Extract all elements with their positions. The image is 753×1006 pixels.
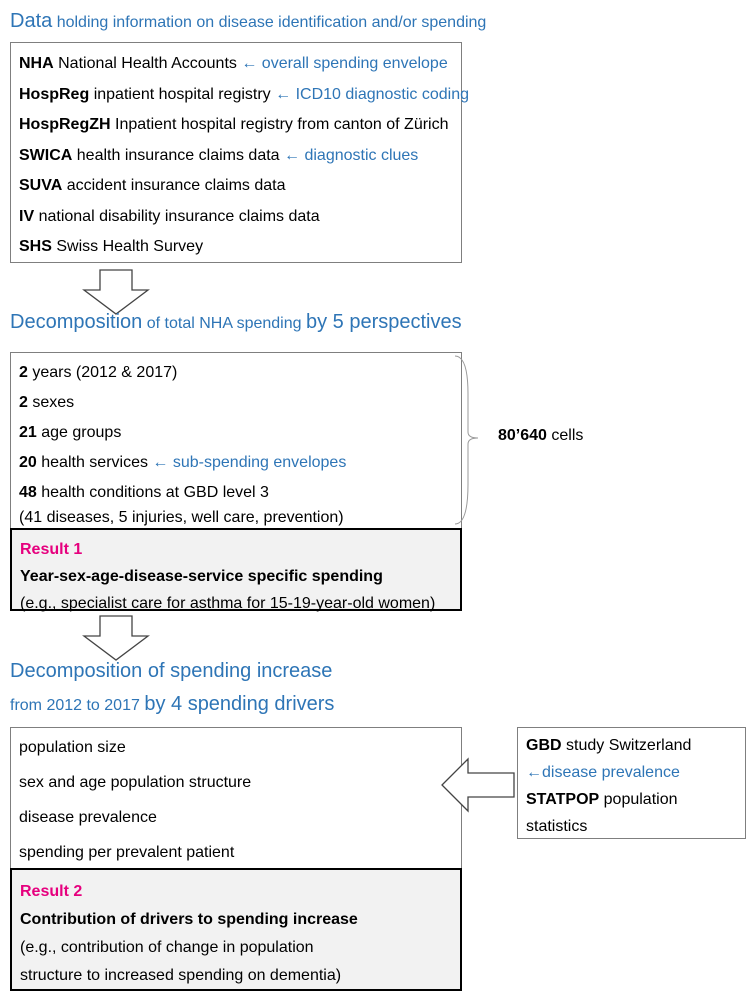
line: SUVA accident insurance claims data <box>11 171 461 202</box>
desc: Inpatient hospital registry from canton … <box>115 116 449 133</box>
num: 2 <box>19 364 28 381</box>
down-arrow <box>82 615 150 661</box>
note: ← diagnostic clues <box>284 146 419 164</box>
code: STATPOP <box>526 791 600 808</box>
result-2-box: Result 2 Contribution of drivers to spen… <box>10 868 462 991</box>
code: NHA <box>19 55 54 72</box>
desc: study Switzerland <box>566 737 692 754</box>
text: health services <box>41 454 148 471</box>
cells-num: 80’640 <box>498 427 547 444</box>
left-arrow <box>441 757 515 813</box>
desc: population <box>603 791 678 808</box>
line: NHA National Health Accounts ← overall s… <box>11 49 461 80</box>
num: 20 <box>19 454 37 471</box>
line: population size <box>11 730 461 765</box>
heading-bold: Data <box>10 10 53 32</box>
line: SHS Swiss Health Survey <box>11 232 461 263</box>
note: ← overall spending envelope <box>241 55 448 72</box>
num: 2 <box>19 394 28 411</box>
line: HospReg inpatient hospital registry ← IC… <box>11 80 469 111</box>
heading-end: by 5 perspectives <box>305 311 462 333</box>
cells-label: 80’640 cells <box>498 427 583 445</box>
num: 48 <box>19 484 37 501</box>
result-label: Result 1 <box>20 541 83 558</box>
text: sexes <box>32 394 75 411</box>
line: IV national disability insurance claims … <box>11 202 461 233</box>
result-detail: (e.g., contribution of change in populat… <box>20 939 314 956</box>
cells-text: cells <box>551 427 584 444</box>
line: sex and age population structure <box>11 765 461 800</box>
driver: population size <box>19 739 126 756</box>
desc: health insurance claims data <box>76 146 280 164</box>
line: 2 years (2012 & 2017) <box>11 358 461 388</box>
decomp-box: 2 years (2012 & 2017) 2 sexes 21 age group… <box>10 352 462 530</box>
note: ← sub-spending envelopes <box>152 454 347 471</box>
text: age groups <box>41 424 122 441</box>
driver: sex and age population structure <box>19 774 252 791</box>
line: 20 health services ← sub-spending envelo… <box>11 448 461 478</box>
num: 21 <box>19 424 37 441</box>
desc: Swiss Health Survey <box>56 238 204 255</box>
code: GBD <box>526 737 562 754</box>
code: SHS <box>19 238 52 255</box>
line: 21 age groups <box>11 418 461 448</box>
line: 2 sexes <box>11 388 461 418</box>
code: SUVA <box>19 177 63 194</box>
result-title: Contribution of drivers to spending incr… <box>20 911 358 928</box>
desc: accident insurance claims data <box>66 177 286 194</box>
code: SWICA <box>19 146 73 164</box>
data-box: NHA National Health Accounts ← overall s… <box>10 42 469 263</box>
increase-heading-2: from 2012 to 2017 by 4 spending drivers <box>10 693 334 716</box>
line: (41 diseases, 5 injuries, well care, pre… <box>11 508 461 528</box>
text: health conditions at GBD level 3 <box>41 484 269 501</box>
code: IV <box>19 207 35 225</box>
heading-small: from 2012 to 2017 <box>10 697 140 714</box>
drivers-box: population size sex and age population st… <box>10 727 462 870</box>
line: disease prevalence <box>11 800 461 835</box>
heading-rest: holding information on disease identific… <box>56 14 487 31</box>
data-heading: Data holding information on disease iden… <box>10 10 486 33</box>
heading-mid: of total NHA spending <box>146 315 302 332</box>
desc: national disability insurance claims dat… <box>38 207 320 225</box>
decomp-heading: Decomposition of total NHA spending by 5… <box>10 311 462 334</box>
increase-heading-1: Decomposition of spending increase <box>10 660 333 682</box>
code: HospReg <box>19 85 90 103</box>
down-arrow <box>82 269 150 315</box>
note: ← ICD10 diagnostic coding <box>275 85 470 103</box>
footnote: (41 diseases, 5 injuries, well care, pre… <box>19 509 344 526</box>
result-1-box: Result 1 Year-sex-age-disease-service sp… <box>10 528 462 612</box>
line: 48 health conditions at GBD level 3 <box>11 478 461 508</box>
driver: spending per prevalent patient <box>19 844 235 861</box>
brace <box>454 355 479 525</box>
driver: disease prevalence <box>19 809 157 826</box>
desc: inpatient hospital registry <box>93 85 271 103</box>
heading-big: by 4 spending drivers <box>144 693 335 715</box>
text: years (2012 & 2017) <box>32 364 178 381</box>
note: ←disease prevalence <box>526 764 680 781</box>
desc: National Health Accounts <box>58 55 237 72</box>
result-title: Year-sex-age-disease-service specific sp… <box>20 568 383 585</box>
line: SWICA health insurance claims data ← dia… <box>11 141 461 172</box>
line: HospRegZH Inpatient hospital registry fr… <box>11 110 461 141</box>
line: spending per prevalent patient <box>11 835 461 870</box>
heading-bold: Decomposition <box>10 311 143 333</box>
result-label: Result 2 <box>20 883 83 900</box>
result-detail: structure to increased spending on demen… <box>20 967 342 984</box>
result-detail: (e.g., specialist care for asthma for 15… <box>20 595 436 612</box>
code: HospRegZH <box>19 116 111 133</box>
desc: statistics <box>526 818 588 835</box>
sources-box: GBD study Switzerland ←disease prevalenc… <box>517 727 746 839</box>
